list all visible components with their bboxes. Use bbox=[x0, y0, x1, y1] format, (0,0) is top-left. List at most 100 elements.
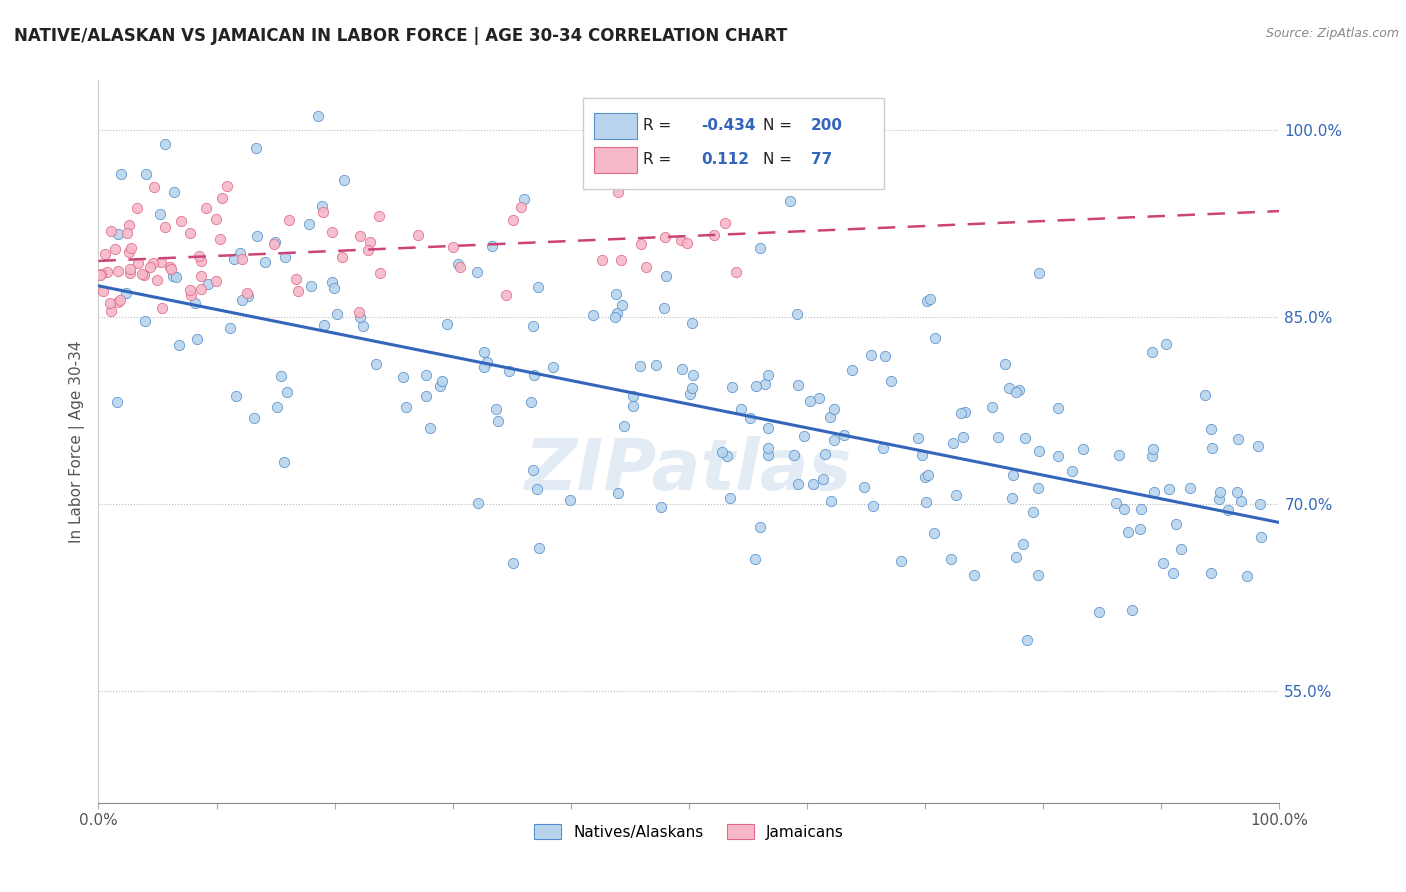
Point bbox=[1130, 501, 1153, 516]
Point bbox=[180, 288, 202, 302]
Point bbox=[613, 418, 636, 433]
Point bbox=[519, 394, 541, 409]
Point bbox=[924, 525, 946, 540]
Point bbox=[120, 241, 142, 255]
Point bbox=[347, 305, 370, 319]
Point bbox=[756, 448, 779, 462]
Point bbox=[703, 228, 725, 243]
Point bbox=[231, 293, 253, 308]
Point bbox=[823, 433, 845, 447]
Point bbox=[1001, 491, 1024, 505]
Point bbox=[465, 265, 488, 279]
Point bbox=[131, 267, 153, 281]
Point bbox=[710, 444, 733, 458]
Point bbox=[730, 402, 752, 417]
Text: ZIPatlas: ZIPatlas bbox=[526, 436, 852, 505]
Point bbox=[609, 252, 631, 267]
Text: R =: R = bbox=[643, 119, 671, 133]
Point bbox=[1194, 388, 1216, 402]
Point bbox=[1250, 529, 1272, 543]
Point bbox=[820, 410, 842, 425]
Point bbox=[1005, 385, 1028, 400]
Point bbox=[143, 180, 166, 194]
Point bbox=[606, 305, 628, 319]
Point bbox=[953, 405, 976, 419]
Point bbox=[100, 295, 122, 310]
Point bbox=[1060, 464, 1083, 478]
Point bbox=[914, 470, 936, 484]
Point bbox=[298, 217, 321, 231]
Point bbox=[645, 358, 668, 372]
Point bbox=[1143, 485, 1166, 500]
FancyBboxPatch shape bbox=[595, 112, 637, 139]
Point bbox=[1142, 442, 1164, 456]
Point bbox=[756, 368, 779, 383]
Point bbox=[1046, 449, 1069, 463]
Point bbox=[231, 252, 253, 266]
Text: Source: ZipAtlas.com: Source: ZipAtlas.com bbox=[1265, 27, 1399, 40]
Point bbox=[432, 374, 454, 388]
Point bbox=[824, 402, 846, 417]
Point bbox=[811, 472, 834, 486]
Point bbox=[681, 316, 703, 330]
Point bbox=[526, 482, 548, 496]
Point bbox=[1236, 569, 1258, 583]
Point bbox=[238, 288, 260, 302]
Point bbox=[652, 301, 675, 315]
Point bbox=[911, 448, 934, 462]
Point bbox=[107, 264, 129, 278]
Point bbox=[1108, 448, 1130, 462]
Point bbox=[581, 308, 603, 322]
Point bbox=[1014, 431, 1036, 445]
Point bbox=[654, 230, 676, 244]
Point bbox=[307, 109, 329, 123]
Point bbox=[1071, 442, 1094, 456]
Point bbox=[415, 368, 437, 382]
Point bbox=[118, 245, 141, 260]
Point bbox=[235, 285, 257, 300]
Point bbox=[1161, 566, 1184, 580]
Point bbox=[472, 345, 495, 359]
Point bbox=[1154, 337, 1177, 351]
Point bbox=[100, 303, 122, 318]
Point bbox=[522, 318, 544, 333]
Point bbox=[270, 368, 292, 383]
Point bbox=[917, 293, 939, 308]
Point bbox=[527, 541, 550, 555]
Point bbox=[1087, 605, 1109, 619]
Point bbox=[225, 389, 247, 403]
Point bbox=[1170, 541, 1192, 556]
Point bbox=[1152, 556, 1174, 570]
Point bbox=[907, 431, 929, 445]
Point bbox=[513, 192, 536, 206]
Point bbox=[1230, 494, 1253, 508]
Point bbox=[179, 283, 201, 297]
Point bbox=[1201, 441, 1223, 455]
Point bbox=[436, 318, 458, 332]
Point bbox=[395, 400, 418, 414]
Point bbox=[621, 389, 644, 403]
Point bbox=[127, 256, 149, 270]
Point bbox=[650, 500, 672, 514]
Point bbox=[630, 236, 652, 251]
Point bbox=[349, 229, 371, 244]
Point bbox=[720, 491, 742, 505]
Text: N =: N = bbox=[763, 153, 793, 168]
Point bbox=[485, 402, 508, 417]
Point bbox=[1026, 481, 1049, 495]
Point bbox=[190, 269, 212, 284]
Point bbox=[621, 399, 644, 413]
FancyBboxPatch shape bbox=[595, 147, 637, 173]
Point bbox=[165, 270, 187, 285]
Point bbox=[745, 379, 768, 393]
Point bbox=[429, 378, 451, 392]
Point bbox=[153, 137, 176, 152]
Point bbox=[153, 219, 176, 234]
Point bbox=[541, 360, 564, 375]
Point bbox=[218, 321, 240, 335]
Point bbox=[118, 218, 141, 232]
Point bbox=[246, 229, 269, 244]
Point bbox=[242, 411, 264, 425]
Point bbox=[107, 294, 129, 309]
Point bbox=[276, 384, 298, 399]
